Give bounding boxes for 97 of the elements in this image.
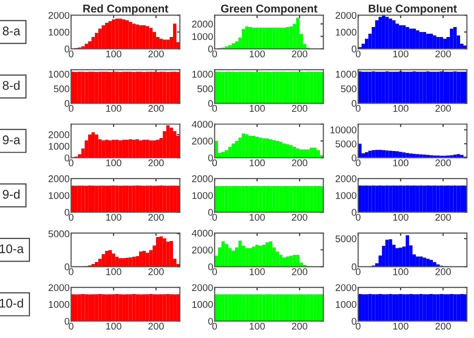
y-tick-label: 0 <box>352 154 356 162</box>
x-tick-label: 200 <box>148 159 164 166</box>
y-tick-label: 500 <box>340 85 356 92</box>
y-tick-label: 0 <box>352 263 356 270</box>
y-tick-label: 0 <box>208 46 213 52</box>
y-tick-label: 2000 <box>192 246 213 254</box>
y-tick-label: 10000 <box>330 126 356 134</box>
y-tick-label: 0 <box>64 100 70 107</box>
y-tick-label: 4000 <box>192 120 213 128</box>
y-tick-label: 2000 <box>336 12 356 19</box>
y-tick-label: 500 <box>54 85 70 92</box>
x-tick-label: 100 <box>106 50 122 58</box>
y-tick-label: 0 <box>64 208 70 216</box>
y-tick-label: 0 <box>208 100 213 107</box>
y-tick-label: 500 <box>197 85 213 92</box>
y-tick-label: 1000 <box>48 142 70 150</box>
x-tick-label: 100 <box>250 268 265 276</box>
y-tick-label: 2000 <box>48 12 70 19</box>
x-tick-label: 200 <box>148 50 164 58</box>
y-tick-label: 1000 <box>192 192 213 199</box>
y-tick-label: 5000 <box>48 230 70 238</box>
chart-title: Red Component <box>83 4 168 15</box>
x-tick-label: 100 <box>106 159 122 166</box>
y-axis-title: 8-d <box>2 80 20 90</box>
x-tick-label: 200 <box>148 268 164 276</box>
x-tick-label: 100 <box>250 50 265 58</box>
x-tick-label: 100 <box>250 214 265 221</box>
y-tick-label: 1000 <box>336 192 356 199</box>
y-tick-label: 0 <box>208 263 213 270</box>
x-tick-label: 200 <box>148 214 164 221</box>
y-tick-label: 2000 <box>336 175 356 182</box>
y-axis-title: 8-a <box>2 26 20 36</box>
y-axis-title: 9-a <box>2 135 20 144</box>
y-tick-label: 1000 <box>192 33 213 40</box>
y-tick-label: 1000 <box>48 28 70 36</box>
x-tick-label: 200 <box>148 322 164 330</box>
y-tick-label: 0 <box>64 46 70 52</box>
x-tick-label: 100 <box>250 104 265 112</box>
x-tick-label: 200 <box>292 322 308 330</box>
x-tick-label: 100 <box>393 322 408 330</box>
y-axis-title: 9-d <box>2 190 20 199</box>
x-tick-label: 200 <box>435 159 451 166</box>
chart-title: Green Component <box>220 4 318 15</box>
y-tick-label: 5000 <box>336 140 356 148</box>
y-tick-label: 2000 <box>48 284 70 292</box>
y-tick-label: 1000 <box>192 70 213 78</box>
y-tick-label: 2000 <box>192 284 213 292</box>
y-tick-label: 2000 <box>192 138 213 145</box>
x-tick-label: 100 <box>250 322 265 330</box>
x-tick-label: 200 <box>435 268 451 276</box>
x-tick-label: 100 <box>106 104 122 112</box>
y-tick-label: 1000 <box>48 70 70 78</box>
y-tick-label: 2000 <box>48 175 70 182</box>
y-tick-label: 4000 <box>192 230 213 237</box>
x-tick-label: 100 <box>393 159 408 166</box>
y-tick-label: 0 <box>64 263 70 270</box>
x-tick-label: 100 <box>106 214 122 221</box>
x-tick-label: 100 <box>250 159 265 166</box>
y-tick-label: 1000 <box>48 192 70 199</box>
y-axis-title: 10-a <box>0 244 24 254</box>
y-tick-label: 0 <box>64 154 70 162</box>
y-tick-label: 2000 <box>48 131 70 138</box>
x-tick-label: 200 <box>435 322 451 330</box>
x-tick-label: 200 <box>435 50 451 58</box>
x-tick-label: 200 <box>292 50 308 58</box>
x-tick-label: 200 <box>292 159 308 166</box>
x-tick-label: 100 <box>393 214 408 221</box>
y-tick-label: 0 <box>352 318 356 325</box>
chart-title: Blue Component <box>368 4 457 15</box>
y-tick-label: 0 <box>208 154 213 162</box>
y-tick-label: 1000 <box>336 28 356 36</box>
x-tick-label: 200 <box>148 104 164 112</box>
y-axis-title: 10-d <box>0 298 23 308</box>
x-tick-label: 100 <box>393 50 408 58</box>
y-tick-label: 2000 <box>192 20 213 28</box>
x-tick-label: 200 <box>292 104 308 112</box>
y-tick-label: 0 <box>208 208 213 216</box>
y-tick-label: 0 <box>352 208 356 216</box>
y-tick-label: 0 <box>352 100 356 107</box>
y-tick-label: 1000 <box>336 70 356 78</box>
x-tick-label: 200 <box>292 214 308 221</box>
y-tick-label: 0 <box>352 46 356 52</box>
y-tick-label: 2000 <box>192 175 213 182</box>
x-tick-label: 100 <box>393 104 408 112</box>
y-tick-label: 5000 <box>336 235 356 242</box>
y-tick-label: 1000 <box>48 301 70 308</box>
y-tick-label: 0 <box>208 318 213 325</box>
y-tick-label: 0 <box>64 318 70 325</box>
x-tick-label: 200 <box>435 214 451 221</box>
x-tick-label: 200 <box>435 104 451 112</box>
x-tick-label: 100 <box>393 268 408 276</box>
x-tick-label: 100 <box>106 268 122 276</box>
y-tick-label: 1000 <box>192 301 213 308</box>
y-tick-label: 2000 <box>336 284 356 292</box>
x-tick-label: 200 <box>292 268 308 276</box>
x-tick-label: 100 <box>106 322 122 330</box>
y-tick-label: 1000 <box>336 301 356 308</box>
